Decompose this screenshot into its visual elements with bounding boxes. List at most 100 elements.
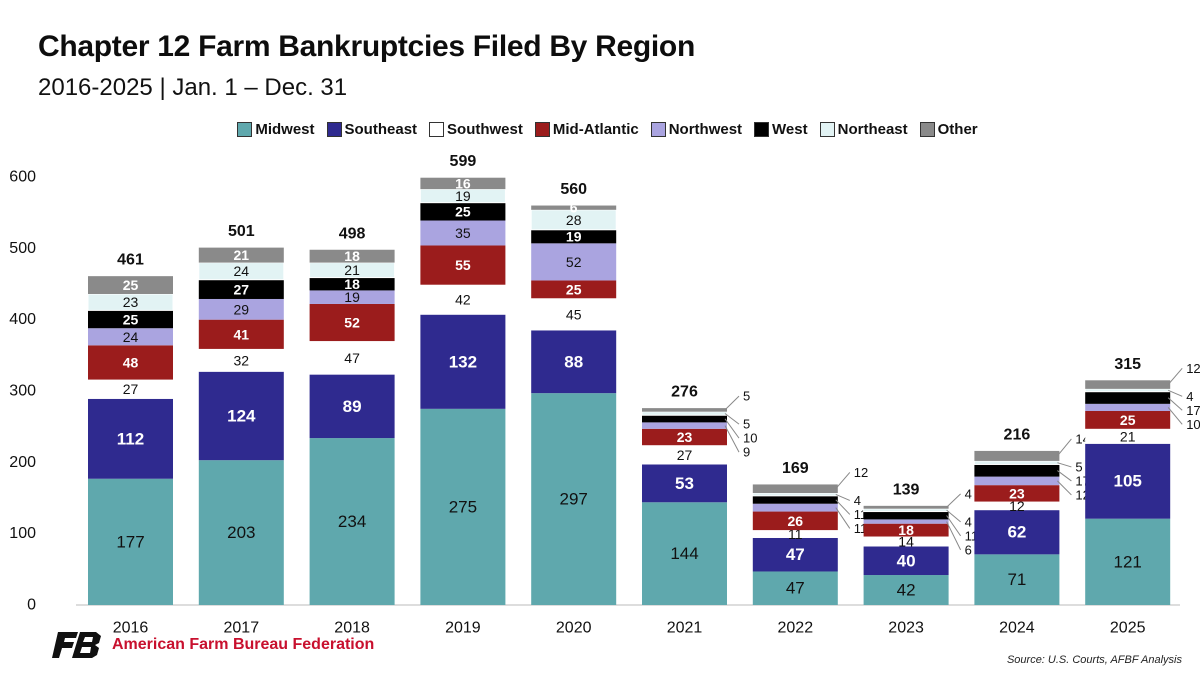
data-label: 19 <box>344 289 360 305</box>
afbf-logo: American Farm Bureau Federation <box>52 632 374 658</box>
bar-segment <box>88 328 173 346</box>
bar-segment <box>1085 518 1171 605</box>
legend-item: West <box>754 121 808 138</box>
callout-data-label: 6 <box>965 542 972 557</box>
callout-leader-line <box>946 515 962 537</box>
data-label: 23 <box>677 429 693 445</box>
callout-data-label: 12 <box>1186 361 1200 376</box>
callout-leader-line <box>724 413 740 425</box>
data-label: 144 <box>670 544 698 563</box>
fb-logo-icon <box>52 632 101 658</box>
bar-segment <box>974 464 1060 477</box>
data-label: 18 <box>344 276 360 292</box>
legend-item: Southeast <box>326 120 418 138</box>
callout-data-label: 4 <box>1186 389 1193 404</box>
legend-item: Mid-Atlantic <box>534 120 639 138</box>
data-label: 47 <box>344 350 360 366</box>
data-label: 32 <box>234 352 250 368</box>
callout-leader-line <box>946 493 961 508</box>
legend-label: Southeast <box>344 120 418 138</box>
total-label: 315 <box>1114 356 1141 373</box>
callout-leader-line <box>1057 462 1072 468</box>
total-label: 139 <box>893 481 920 498</box>
data-label: 48 <box>123 354 139 370</box>
callout-data-label: 12 <box>854 465 868 480</box>
total-label: 501 <box>228 223 255 240</box>
bar-segment <box>88 310 173 329</box>
bar-segment <box>309 341 395 375</box>
bar-segment <box>309 438 395 605</box>
bar-segment <box>309 290 395 304</box>
data-label: 105 <box>1114 472 1142 491</box>
data-label: 62 <box>1007 523 1026 542</box>
data-label: 27 <box>234 281 250 297</box>
bar-segment <box>642 422 727 429</box>
organization-name: American Farm Bureau Federation <box>112 636 375 653</box>
y-tick-label: 100 <box>9 525 36 542</box>
bar-segment <box>1084 388 1171 393</box>
data-label: 121 <box>1114 552 1142 571</box>
legend-label: Midwest <box>255 120 315 138</box>
bar-segment <box>309 249 395 263</box>
bar-segment <box>974 510 1060 555</box>
bar-segment <box>531 243 617 281</box>
data-label: 25 <box>455 204 471 220</box>
bar-segment <box>88 276 173 294</box>
data-label: 16 <box>455 175 471 191</box>
bar-segment <box>974 450 1060 461</box>
callout-leader-line <box>724 425 740 453</box>
bar-segment <box>974 485 1060 502</box>
y-tick-label: 200 <box>9 454 36 471</box>
callout-leader-line <box>835 472 851 490</box>
legend-label: Other <box>937 120 978 138</box>
bar-segment <box>974 554 1060 605</box>
data-label: 55 <box>455 257 471 273</box>
data-label: 24 <box>123 329 139 345</box>
callout-leader-line <box>835 493 850 501</box>
data-label: 35 <box>455 225 471 241</box>
bar-segment <box>752 530 838 538</box>
data-label: 25 <box>566 281 582 297</box>
x-tick-label: 2023 <box>888 620 924 637</box>
bar-segment <box>198 460 284 605</box>
callout-leader-line <box>1168 389 1183 397</box>
callout-data-label: 5 <box>1075 459 1082 474</box>
total-label: 216 <box>1004 426 1031 443</box>
data-label: 14 <box>898 534 914 550</box>
x-tick-label: 2017 <box>224 620 260 637</box>
x-tick-label: 2019 <box>445 620 481 637</box>
bar-segment <box>531 205 617 210</box>
data-label: 89 <box>343 397 362 416</box>
legend-label: Mid-Atlantic <box>552 120 639 138</box>
legend-item: Other <box>919 120 978 138</box>
callout-leader-line <box>946 509 961 523</box>
callout-leader-line <box>1057 438 1072 457</box>
data-label: 19 <box>566 229 582 245</box>
legend-swatch <box>819 121 835 137</box>
bar-segment <box>752 484 838 494</box>
data-label: 21 <box>344 262 360 278</box>
data-label: 27 <box>677 447 693 463</box>
legend-swatch <box>429 121 445 137</box>
bar-segment <box>863 536 949 547</box>
bar-segment <box>1085 380 1171 389</box>
data-label: 112 <box>117 429 144 448</box>
bar-segment <box>420 284 506 315</box>
legend-item: Midwest <box>237 120 315 138</box>
x-tick-label: 2025 <box>1110 620 1146 637</box>
legend-swatch <box>919 121 935 137</box>
data-label: 42 <box>897 581 916 600</box>
bar-segment <box>863 546 949 576</box>
callout-leader-line <box>1057 480 1072 496</box>
x-tick-label: 2016 <box>113 620 149 637</box>
bar-segment <box>88 379 173 399</box>
legend-label: West <box>772 120 808 138</box>
callout-data-label: 5 <box>743 389 750 404</box>
callout-data-label: 10 <box>743 431 757 446</box>
y-tick-label: 300 <box>9 383 36 400</box>
bar-segment <box>420 408 506 605</box>
data-label: 275 <box>449 497 477 516</box>
bar-segment <box>752 571 838 605</box>
bar-segment <box>1085 428 1171 444</box>
bar-segment <box>198 279 284 299</box>
